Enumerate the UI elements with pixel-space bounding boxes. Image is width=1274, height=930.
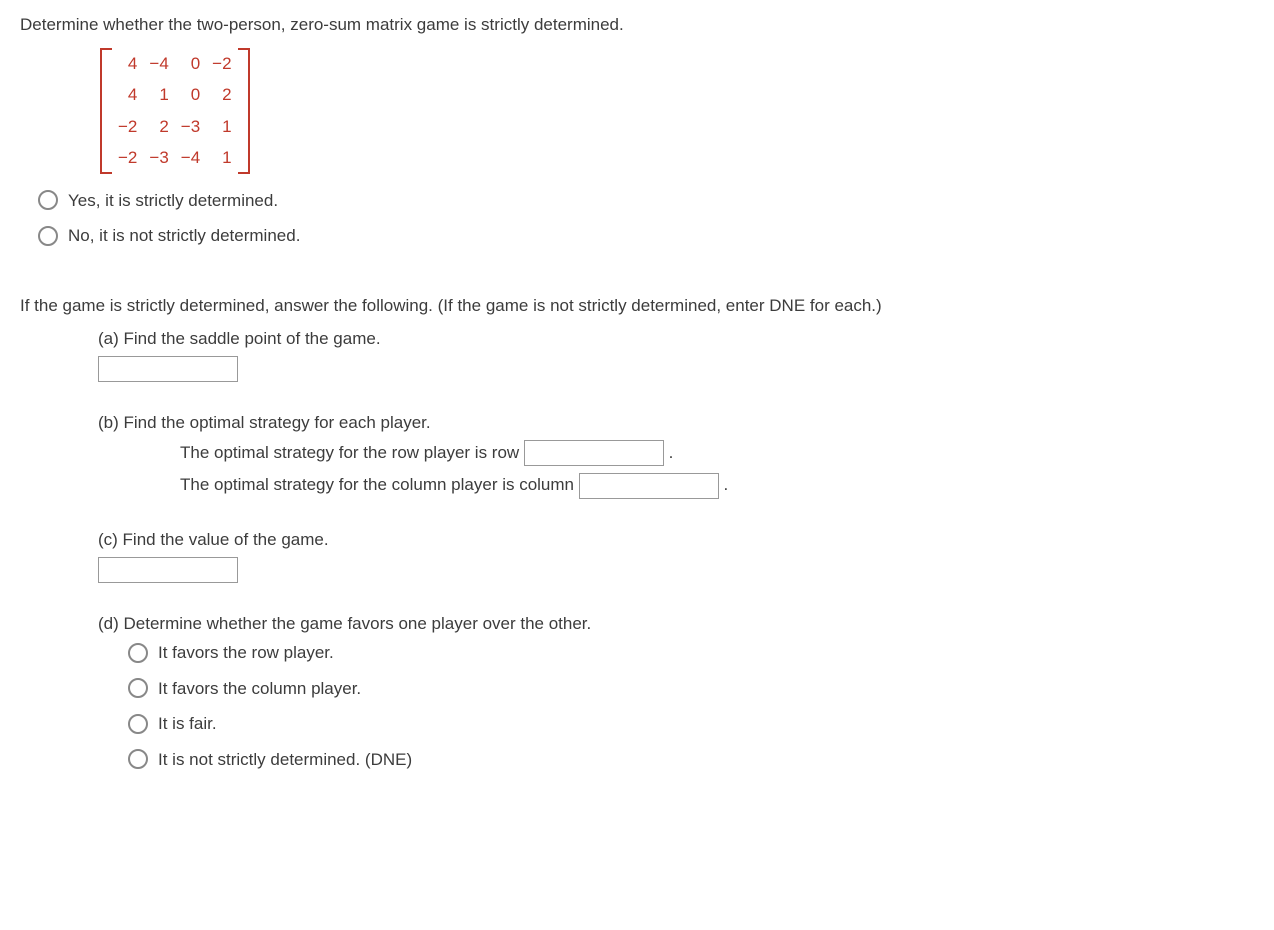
radio-label: It is not strictly determined. (DNE)	[158, 747, 412, 773]
radio-no-not-strictly-determined[interactable]	[38, 226, 58, 246]
radio-label: It favors the column player.	[158, 676, 361, 702]
row-strategy-input[interactable]	[524, 440, 664, 466]
followup-intro: If the game is strictly determined, answ…	[20, 293, 1254, 319]
matrix-cell: −4	[175, 142, 206, 174]
radio-favors-column[interactable]	[128, 678, 148, 698]
matrix-cell: 2	[206, 79, 237, 111]
part-c-label: (c) Find the value of the game.	[98, 527, 1254, 553]
saddle-point-input[interactable]	[98, 356, 238, 382]
part-d-label: (d) Determine whether the game favors on…	[98, 611, 1254, 637]
radio-not-strictly-determined-dne[interactable]	[128, 749, 148, 769]
radio-favors-row[interactable]	[128, 643, 148, 663]
matrix-cell: 4	[112, 79, 143, 111]
matrix-cell: 1	[206, 111, 237, 143]
col-strategy-input[interactable]	[579, 473, 719, 499]
matrix-row: −2 2 −3 1	[112, 111, 238, 143]
bracket-left	[100, 48, 112, 174]
matrix-row: 4 −4 0 −2	[112, 48, 238, 80]
matrix-cell: 4	[112, 48, 143, 80]
matrix-cell: −3	[143, 142, 174, 174]
game-value-input[interactable]	[98, 557, 238, 583]
part-c: (c) Find the value of the game.	[98, 527, 1254, 583]
matrix-cell: 1	[206, 142, 237, 174]
radio-fair[interactable]	[128, 714, 148, 734]
radio-label: Yes, it is strictly determined.	[68, 188, 278, 214]
matrix-cell: −3	[175, 111, 206, 143]
part-a-label: (a) Find the saddle point of the game.	[98, 326, 1254, 352]
part-b: (b) Find the optimal strategy for each p…	[98, 410, 1254, 499]
matrix-cell: −2	[206, 48, 237, 80]
part-d: (d) Determine whether the game favors on…	[98, 611, 1254, 773]
radio-label: No, it is not strictly determined.	[68, 223, 300, 249]
col-strategy-text-before: The optimal strategy for the column play…	[180, 475, 579, 494]
row-strategy-text-before: The optimal strategy for the row player …	[180, 443, 524, 462]
main-radio-group: Yes, it is strictly determined. No, it i…	[38, 188, 1254, 249]
matrix-cell: −4	[143, 48, 174, 80]
matrix-cell: 2	[143, 111, 174, 143]
matrix-cell: −2	[112, 142, 143, 174]
row-strategy-text-after: .	[669, 443, 674, 462]
bracket-right	[238, 48, 250, 174]
matrix-cell: 0	[175, 48, 206, 80]
part-b-label: (b) Find the optimal strategy for each p…	[98, 410, 1254, 436]
matrix-cell: 1	[143, 79, 174, 111]
payoff-matrix: 4 −4 0 −2 4 1 0 2 −2 2 −3 1 −2 −3 −4 1	[100, 48, 1254, 174]
col-strategy-text-after: .	[723, 475, 728, 494]
matrix-row: 4 1 0 2	[112, 79, 238, 111]
radio-label: It is fair.	[158, 711, 217, 737]
radio-label: It favors the row player.	[158, 640, 334, 666]
matrix-row: −2 −3 −4 1	[112, 142, 238, 174]
question-prompt: Determine whether the two-person, zero-s…	[20, 12, 1254, 38]
matrix-cell: 0	[175, 79, 206, 111]
part-a: (a) Find the saddle point of the game.	[98, 326, 1254, 382]
matrix-table: 4 −4 0 −2 4 1 0 2 −2 2 −3 1 −2 −3 −4 1	[112, 48, 238, 174]
matrix-cell: −2	[112, 111, 143, 143]
radio-yes-strictly-determined[interactable]	[38, 190, 58, 210]
